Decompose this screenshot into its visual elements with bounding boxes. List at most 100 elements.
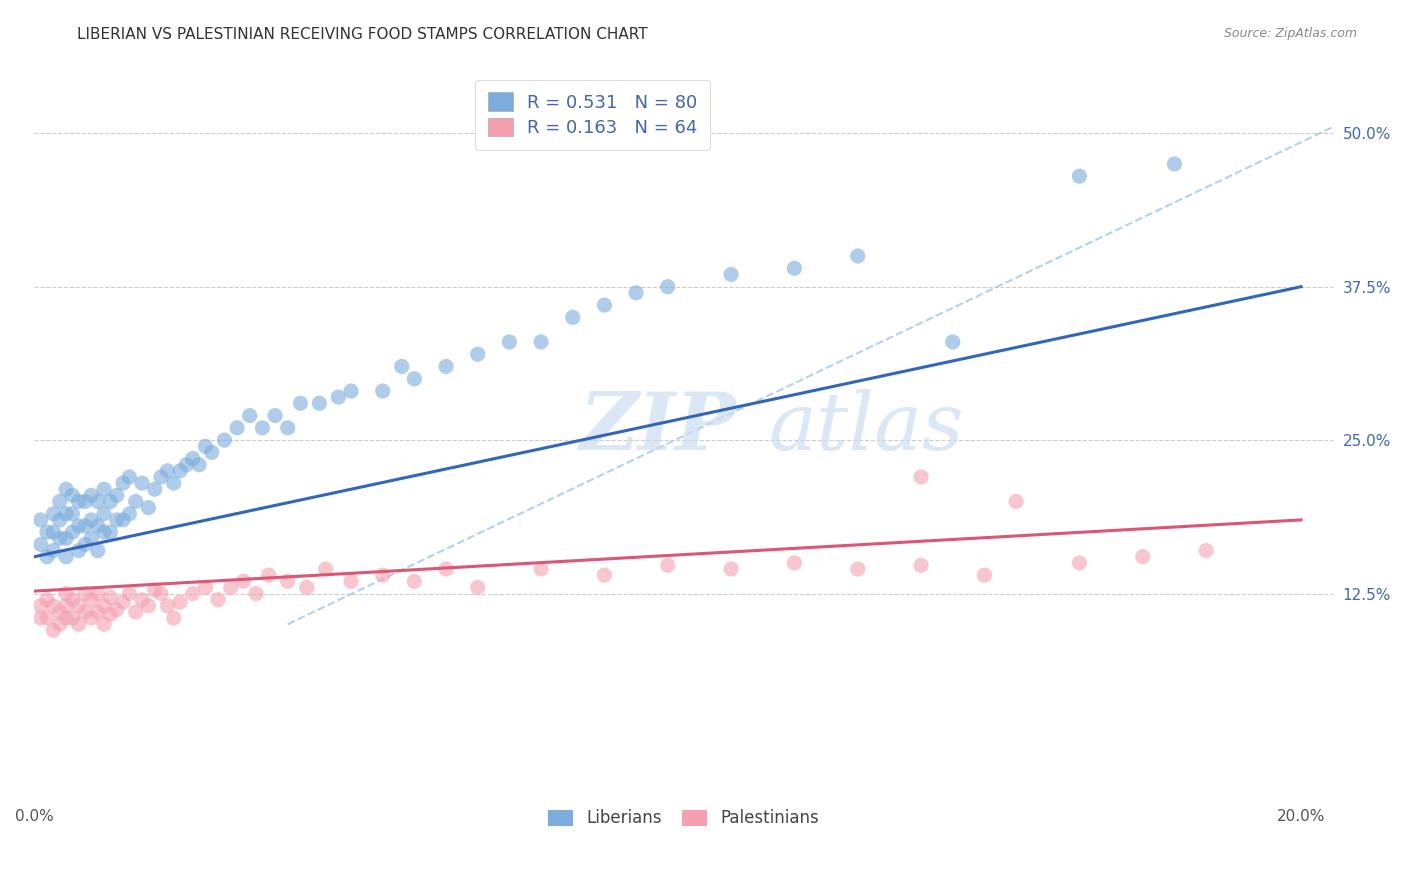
Point <box>86 543 108 558</box>
Point <box>308 396 330 410</box>
Point <box>125 605 148 619</box>
Point <box>340 574 363 589</box>
Point <box>434 562 457 576</box>
Point <box>60 507 83 521</box>
Point <box>1069 169 1091 184</box>
Point <box>593 298 616 312</box>
Point <box>498 334 520 349</box>
Point <box>35 549 58 564</box>
Point <box>910 470 932 484</box>
Point <box>35 592 58 607</box>
Point <box>131 476 153 491</box>
Point <box>55 549 77 564</box>
Point <box>404 574 426 589</box>
Point <box>530 334 553 349</box>
Point <box>30 611 52 625</box>
Point <box>55 482 77 496</box>
Point <box>530 562 553 576</box>
Point <box>112 595 135 609</box>
Text: LIBERIAN VS PALESTINIAN RECEIVING FOOD STAMPS CORRELATION CHART: LIBERIAN VS PALESTINIAN RECEIVING FOOD S… <box>77 27 648 42</box>
Point <box>30 513 52 527</box>
Point <box>207 592 229 607</box>
Point <box>86 586 108 600</box>
Point <box>315 562 337 576</box>
Point <box>80 592 103 607</box>
Point <box>783 261 806 276</box>
Point <box>434 359 457 374</box>
Point <box>100 591 122 605</box>
Point <box>55 599 77 613</box>
Point <box>593 568 616 582</box>
Point <box>73 586 96 600</box>
Legend: Liberians, Palestinians: Liberians, Palestinians <box>540 801 827 836</box>
Point <box>371 568 394 582</box>
Point <box>60 525 83 540</box>
Point <box>169 595 191 609</box>
Point <box>1132 549 1154 564</box>
Point <box>35 525 58 540</box>
Point <box>80 611 103 625</box>
Point <box>214 433 236 447</box>
Point <box>657 558 679 573</box>
Point <box>55 531 77 545</box>
Point <box>143 482 166 496</box>
Point <box>67 617 90 632</box>
Point <box>42 525 65 540</box>
Point <box>277 421 299 435</box>
Point <box>35 611 58 625</box>
Point <box>42 599 65 613</box>
Text: Source: ZipAtlas.com: Source: ZipAtlas.com <box>1223 27 1357 40</box>
Point <box>467 581 489 595</box>
Point <box>846 562 869 576</box>
Point <box>910 558 932 573</box>
Point <box>67 494 90 508</box>
Point <box>118 470 141 484</box>
Point <box>42 507 65 521</box>
Point <box>80 488 103 502</box>
Point <box>125 494 148 508</box>
Point <box>67 599 90 613</box>
Point <box>657 279 679 293</box>
Point <box>143 582 166 597</box>
Point <box>93 482 115 496</box>
Point <box>163 476 186 491</box>
Point <box>163 611 186 625</box>
Point <box>720 562 742 576</box>
Point <box>30 599 52 613</box>
Point <box>73 519 96 533</box>
Point <box>1005 494 1028 508</box>
Point <box>48 605 70 619</box>
Point <box>105 488 128 502</box>
Point <box>80 513 103 527</box>
Point <box>245 586 267 600</box>
Point <box>1069 556 1091 570</box>
Point <box>340 384 363 398</box>
Point <box>67 543 90 558</box>
Point <box>1163 157 1185 171</box>
Point <box>201 445 224 459</box>
Point <box>105 602 128 616</box>
Point <box>93 617 115 632</box>
Point <box>55 586 77 600</box>
Point <box>226 421 249 435</box>
Point <box>60 488 83 502</box>
Point <box>138 500 160 515</box>
Point <box>112 476 135 491</box>
Point <box>156 464 179 478</box>
Point <box>112 513 135 527</box>
Point <box>188 458 211 472</box>
Point <box>55 611 77 625</box>
Point <box>118 507 141 521</box>
Point <box>219 581 242 595</box>
Point <box>561 310 583 325</box>
Point <box>105 513 128 527</box>
Point <box>252 421 274 435</box>
Point <box>1195 543 1218 558</box>
Text: atlas: atlas <box>768 389 963 467</box>
Point <box>194 439 217 453</box>
Point <box>131 592 153 607</box>
Point <box>118 586 141 600</box>
Point <box>973 568 995 582</box>
Point <box>277 574 299 589</box>
Point <box>93 525 115 540</box>
